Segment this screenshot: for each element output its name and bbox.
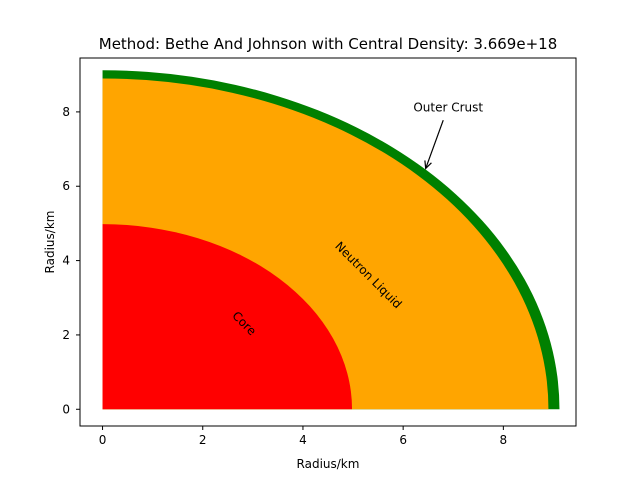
annotation-arrow-head <box>424 160 432 170</box>
y-tick-label: 4 <box>62 254 70 268</box>
y-axis-ticks: 0 2 4 6 8 <box>62 105 80 416</box>
chart-title: Method: Bethe And Johnson with Central D… <box>99 35 557 53</box>
y-tick-label: 6 <box>62 179 70 193</box>
y-tick-label: 2 <box>62 328 70 342</box>
x-tick-label: 8 <box>500 433 508 447</box>
annotation-arrow-line <box>425 119 444 169</box>
y-tick-label: 0 <box>62 402 70 416</box>
x-tick-label: 6 <box>399 433 407 447</box>
star-layers <box>102 70 560 410</box>
x-tick-label: 2 <box>199 433 207 447</box>
annotation-outer-crust: Outer Crust <box>413 101 483 115</box>
x-axis-ticks: 0 2 4 6 8 <box>99 426 507 447</box>
axes-frame <box>79 57 577 427</box>
x-tick-label: 4 <box>299 433 307 447</box>
x-tick-label: 0 <box>99 433 107 447</box>
y-tick-label: 8 <box>62 105 70 119</box>
x-axis-label: Radius/km <box>297 457 360 471</box>
y-axis-label: Radius/km <box>43 211 57 274</box>
layer-core <box>102 224 353 410</box>
